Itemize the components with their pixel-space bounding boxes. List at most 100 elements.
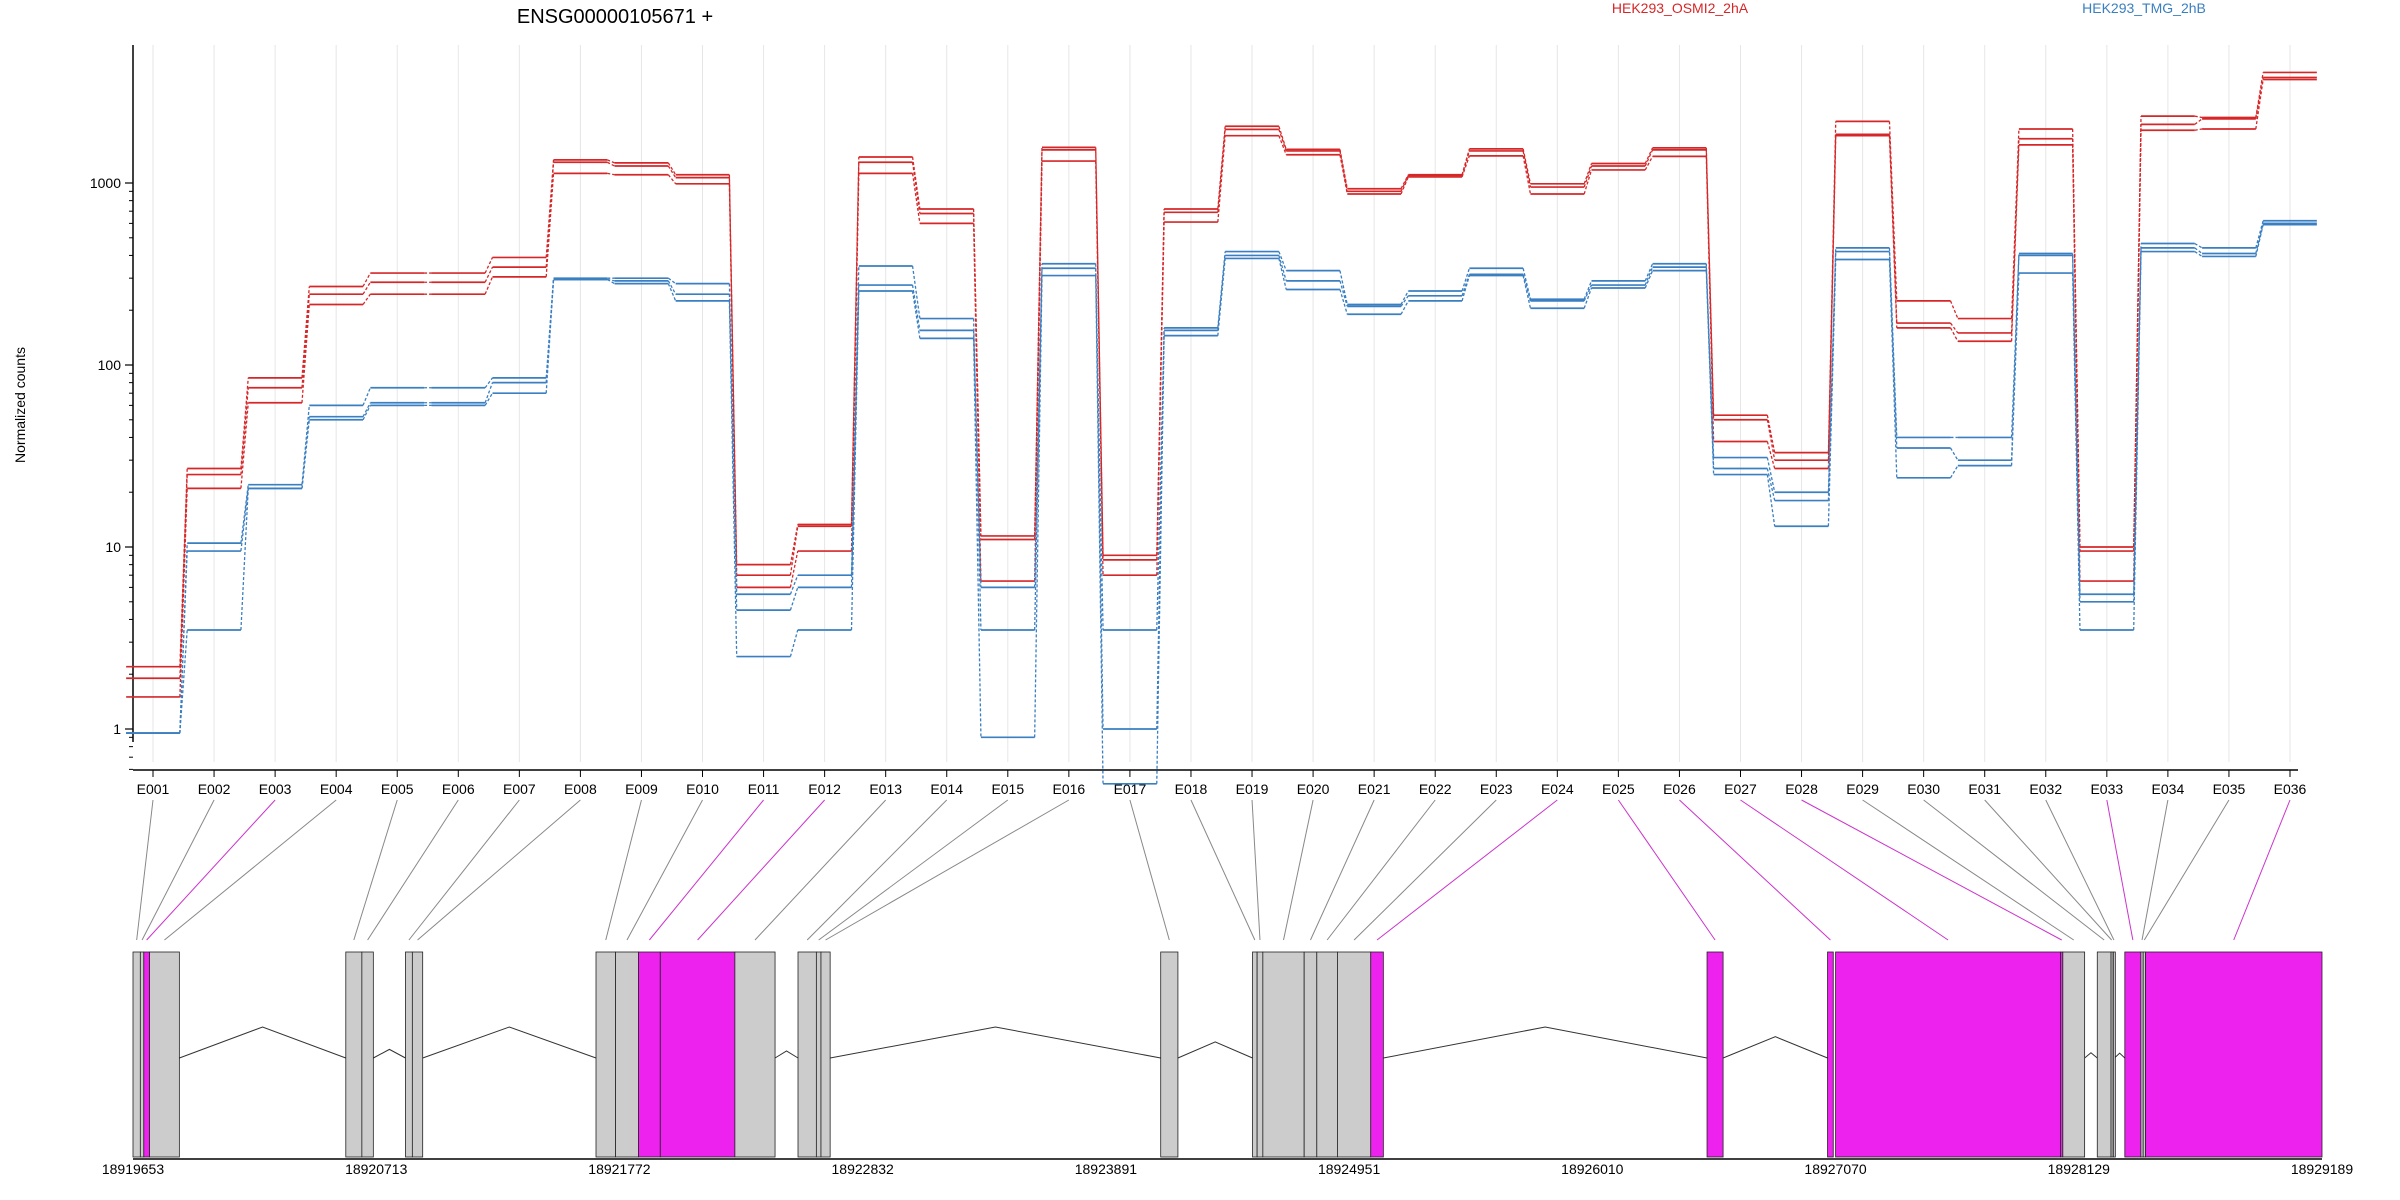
- intron-line: [179, 1026, 346, 1059]
- series-2-connector: [911, 162, 921, 214]
- series-2-connector: [484, 266, 494, 283]
- chart-title: ENSG00000105671 +: [517, 6, 713, 28]
- series-6-connector: [2010, 253, 2020, 438]
- series-6-connector: [850, 265, 860, 576]
- exon-connectors: [136, 799, 2291, 941]
- series-6-connector: [362, 387, 371, 406]
- connector-e016: [825, 799, 1070, 941]
- intron-line: [373, 1048, 406, 1059]
- series-3-connector: [1339, 149, 1348, 189]
- series-6-connector: [2255, 220, 2264, 249]
- connector-e030: [1923, 799, 2105, 941]
- x-tick-label: E029: [1846, 781, 1879, 797]
- exon-e032: [2112, 951, 2116, 1158]
- series-6-connector: [484, 377, 494, 389]
- x-tick-label: E002: [198, 781, 231, 797]
- genomic-coordinate-label: 18926010: [1561, 1161, 1624, 1177]
- connector-e023: [1353, 799, 1497, 941]
- connector-e020: [1283, 799, 1314, 941]
- series-3-connector: [1827, 121, 1837, 453]
- exon-e023: [1337, 951, 1372, 1158]
- y-axis: 1 10 100 1000: [90, 45, 134, 770]
- gene-model: 18919653 18920713 18921772 18922832 18923891…: [102, 951, 2353, 1177]
- connector-e001: [136, 799, 154, 941]
- series-5-connector: [1095, 268, 1104, 630]
- series-3-connector: [1583, 163, 1593, 185]
- series-6-connector: [1644, 263, 1654, 282]
- connector-e025: [1617, 799, 1716, 941]
- series-5-connector: [1827, 251, 1837, 501]
- series-1-connector: [2194, 128, 2203, 131]
- series-4-connector: [1583, 287, 1593, 309]
- series-3-connector: [2194, 115, 2203, 119]
- y-tick-label: 1000: [90, 175, 121, 191]
- series-4-connector: [1400, 300, 1409, 315]
- legend-label-osmi: HEK293_OSMI2_2hA: [1612, 0, 1749, 16]
- x-tick-label: E032: [2029, 781, 2062, 797]
- exon-e024: [1370, 951, 1384, 1158]
- connector-e005: [353, 799, 398, 941]
- series-1-connector: [1644, 156, 1654, 171]
- x-tick-label: E005: [381, 781, 414, 797]
- series-4-connector: [1949, 465, 1959, 479]
- connector-e035: [2143, 799, 2230, 941]
- x-tick-label: E006: [442, 781, 475, 797]
- intron-line: [2084, 1052, 2098, 1059]
- connector-e004: [164, 799, 337, 941]
- series-6-connector: [789, 574, 799, 595]
- x-tick-label: E024: [1541, 781, 1574, 797]
- series-3-connector: [1461, 148, 1471, 175]
- connector-e009: [605, 799, 642, 941]
- series-2-connector: [2194, 118, 2203, 125]
- x-tick-label: E016: [1053, 781, 1086, 797]
- series-5-connector: [2194, 247, 2203, 254]
- series-5-connector: [2255, 223, 2264, 254]
- series-5-connector: [1949, 447, 1959, 461]
- series-6-connector: [1461, 268, 1471, 292]
- series-2-connector: [606, 161, 615, 167]
- y-axis-label: Normalized counts: [12, 347, 28, 463]
- x-tick-label: E004: [320, 781, 353, 797]
- x-tick-label: E010: [686, 781, 719, 797]
- series-5-connector: [972, 330, 982, 588]
- series-1-connector: [1278, 135, 1287, 155]
- series-4-connector: [2194, 251, 2203, 257]
- series-2-connector: [1644, 149, 1654, 167]
- connector-e017: [1129, 799, 1170, 941]
- connector-e031: [1984, 799, 2112, 941]
- series-3-connector: [1705, 147, 1715, 416]
- exon-e033: [2124, 951, 2142, 1158]
- x-axis: E001 E002 E003 E004 E005 E006 E007 E008 E009 E010…: [133, 769, 2307, 797]
- series-4-connector: [484, 392, 494, 406]
- series-4-connector: [1339, 289, 1348, 315]
- series-6-connector: [1583, 280, 1593, 300]
- exon-e021: [1303, 951, 1318, 1158]
- series-1-connector: [1949, 327, 1959, 342]
- series-5-connector: [728, 294, 738, 611]
- series-5-connector: [1339, 280, 1348, 307]
- exon-e008: [411, 951, 424, 1158]
- series-4-connector: [1278, 258, 1287, 290]
- x-tick-label: E027: [1724, 781, 1757, 797]
- x-tick-label: E015: [991, 781, 1024, 797]
- x-tick-label: E018: [1175, 781, 1208, 797]
- series-3-connector: [911, 156, 921, 210]
- y-tick-label: 1: [113, 721, 121, 737]
- x-tick-label: E033: [2090, 781, 2123, 797]
- series-2-connector: [362, 281, 371, 295]
- connector-e003: [146, 799, 276, 941]
- x-tick-label: E034: [2152, 781, 2185, 797]
- series-5-connector: [789, 587, 799, 611]
- series-4-connector: [362, 405, 371, 421]
- series-3-connector: [179, 468, 188, 667]
- series-3-connector: [1400, 174, 1409, 190]
- connector-e024: [1376, 799, 1558, 941]
- genomic-coordinate-label: 18921772: [588, 1161, 651, 1177]
- series-1-connector: [1583, 169, 1593, 195]
- series-2-connector: [1583, 165, 1593, 188]
- genomic-coordinate-label: 18927070: [1804, 1161, 1867, 1177]
- series-5-connector: [1583, 284, 1593, 302]
- intron-line: [774, 1050, 799, 1059]
- connector-e002: [141, 799, 215, 941]
